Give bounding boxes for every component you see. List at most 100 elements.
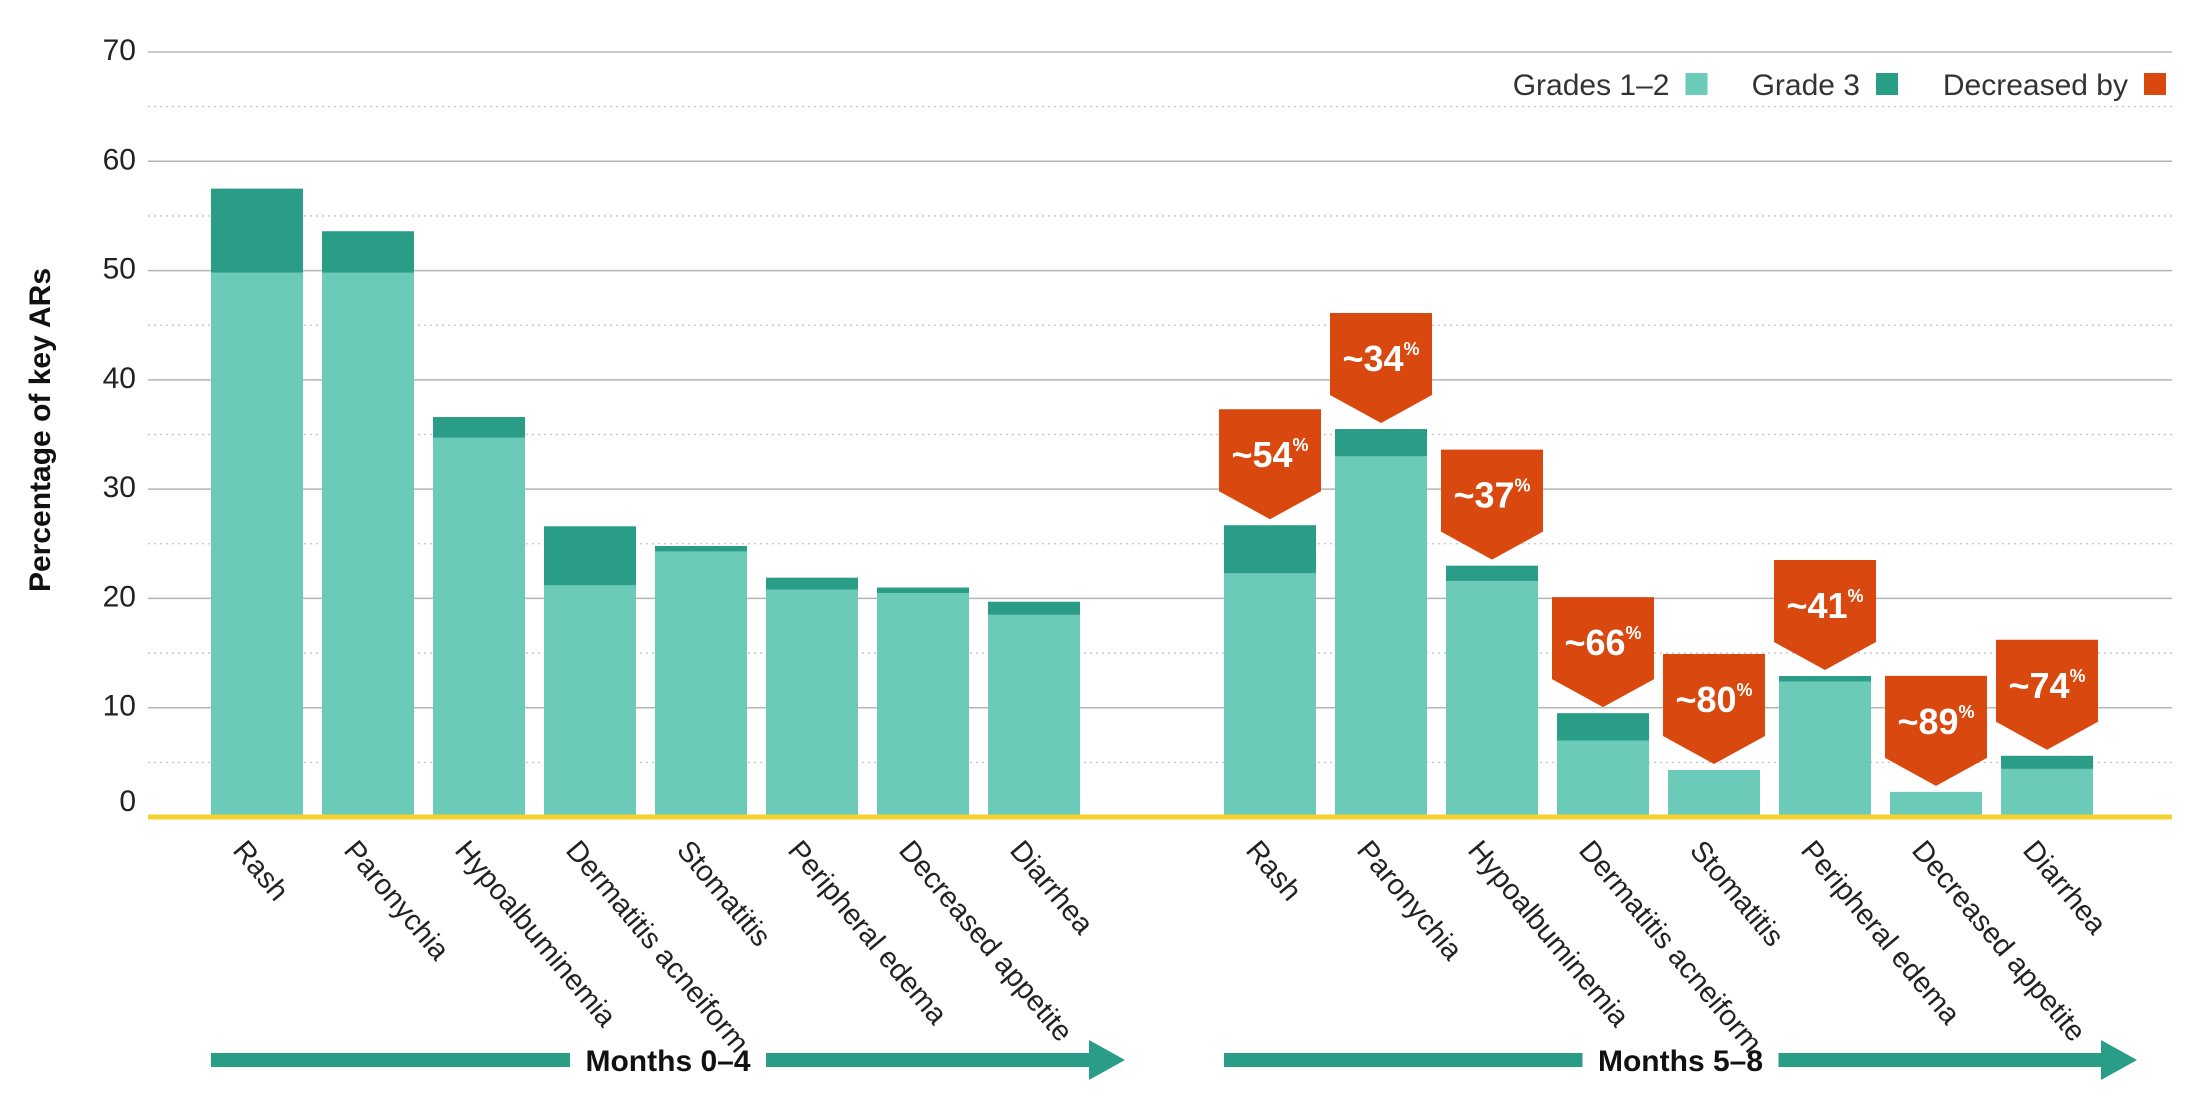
category-label: Rash: [1239, 835, 1307, 907]
decrease-badge: ~41%: [1774, 560, 1876, 671]
decrease-badge-shape: [1330, 313, 1432, 424]
decrease-badge-shape: [1441, 449, 1543, 560]
bar-grades-1-2: [1446, 580, 1538, 817]
bar-grades-1-2: [766, 589, 858, 817]
bar-grade-3: [211, 188, 303, 273]
bar-grade-3: [655, 545, 747, 552]
category-labels: Rash ParonychiaHypoalbuminemiaDermatitis …: [226, 835, 2113, 1059]
decrease-badge-label: ~74%: [2008, 665, 2085, 706]
decrease-badge: ~54%: [1219, 409, 1321, 520]
legend-swatch: [2144, 73, 2166, 95]
y-tick-label: 70: [103, 34, 136, 67]
decrease-badge-label: ~41%: [1786, 585, 1863, 626]
decrease-badge-shape: [1996, 639, 2098, 750]
decrease-badge: ~89%: [1885, 675, 1987, 786]
arrow-shaft-left: [211, 1053, 570, 1067]
bar-grades-1-2: [2001, 768, 2093, 817]
bar-grades-1-2: [988, 614, 1080, 817]
bar-grade-3: [433, 417, 525, 438]
decrease-value: ~41: [1786, 585, 1847, 626]
bar-grade-3: [988, 601, 1080, 615]
y-axis-label: Percentage of key ARs: [24, 268, 57, 592]
y-tick-label: 40: [103, 362, 136, 395]
decrease-unit: %: [1737, 680, 1753, 700]
category-label: Dermatitis acneiform: [559, 835, 754, 1059]
category-label: Diarrhea: [1003, 835, 1100, 941]
legend-swatch: [1685, 73, 1708, 95]
decrease-badge: ~66%: [1552, 597, 1654, 708]
arrow-head: [1089, 1040, 1125, 1080]
y-tick-label: 60: [103, 143, 136, 176]
y-tick-label: 10: [103, 690, 136, 723]
category-label: Paronychia: [1350, 835, 1468, 967]
y-tick-label: 50: [103, 253, 136, 286]
decrease-value: ~54: [1231, 434, 1292, 475]
decrease-badge-label: ~89%: [1897, 701, 1974, 742]
legend-item: Decreased by: [1943, 69, 2166, 102]
decrease-unit: %: [1626, 623, 1642, 643]
decrease-value: ~80: [1675, 679, 1736, 720]
bar-grades-1-2: [1557, 740, 1649, 817]
legend: Grades 1–2 Grade 3 Decreased by: [1513, 69, 2166, 102]
bar-grade-3: [1779, 676, 1871, 682]
bar-grade-3: [1557, 713, 1649, 741]
decrease-unit: %: [1959, 702, 1975, 722]
legend-swatch: [1876, 73, 1898, 95]
bar-grade-3: [1446, 565, 1538, 581]
y-axis: 0 10 20 30 40 50 60 70: [103, 34, 136, 818]
category-label: Diarrhea: [2016, 835, 2113, 941]
bar-grade-3: [1335, 429, 1427, 457]
decrease-unit: %: [1848, 586, 1864, 606]
bar-grades-1-2: [322, 272, 414, 817]
bar-grade-3: [2001, 755, 2093, 769]
bar-grade-3: [766, 577, 858, 590]
bar-grades-1-2: [1779, 681, 1871, 817]
category-label: Stomatitis: [1683, 835, 1789, 953]
bars: [211, 188, 2093, 817]
bar-grade-3: [322, 231, 414, 273]
period-arrows: Months 0–4 Months 5–8: [211, 1040, 2137, 1080]
arrow-shaft-left: [1224, 1053, 1583, 1067]
decrease-value: ~89: [1897, 701, 1958, 742]
decrease-value: ~37: [1453, 475, 1514, 516]
legend-label: Decreased by: [1943, 69, 2128, 102]
category-label: Rash: [226, 835, 294, 907]
decrease-badge-shape: [1552, 597, 1654, 708]
category-label: Paronychia: [337, 835, 455, 967]
y-tick-label: 0: [119, 785, 136, 818]
arrow-head: [2101, 1040, 2137, 1080]
bar-grade-3: [877, 587, 969, 593]
y-tick-label: 30: [103, 471, 136, 504]
legend-item: Grades 1–2: [1513, 69, 1708, 102]
bar-grades-1-2: [877, 592, 969, 817]
period-label: Months 5–8: [1598, 1045, 1763, 1078]
decrease-value: ~74: [2008, 665, 2069, 706]
arrow-shaft-right: [766, 1053, 1091, 1067]
legend-label: Grades 1–2: [1513, 69, 1670, 102]
decrease-badge-label: ~66%: [1564, 622, 1641, 663]
decrease-value: ~34: [1342, 338, 1403, 379]
bar-grades-1-2: [1890, 791, 1982, 817]
category-label: Dermatitis acneiform: [1572, 835, 1767, 1059]
bar-grades-1-2: [655, 551, 747, 817]
decrease-value: ~66: [1564, 622, 1625, 663]
legend-label: Grade 3: [1752, 69, 1860, 102]
period-arrow: Months 5–8: [1224, 1040, 2137, 1080]
bar-grade-3: [1224, 525, 1316, 574]
legend-item: Grade 3: [1752, 69, 1898, 102]
decrease-badge-shape: [1663, 654, 1765, 765]
decrease-badges: ~54%~34%~37%~66%~80%~41%~89%~74%: [1219, 313, 2098, 786]
bar-grades-1-2: [211, 272, 303, 817]
decrease-badge-label: ~80%: [1675, 679, 1752, 720]
period-arrow: Months 0–4: [211, 1040, 1125, 1080]
y-tick-label: 20: [103, 580, 136, 613]
decrease-unit: %: [2070, 666, 2086, 686]
decrease-badge: ~80%: [1663, 654, 1765, 765]
bar-grades-1-2: [1224, 573, 1316, 817]
category-label: Stomatitis: [670, 835, 776, 953]
decrease-badge: ~37%: [1441, 449, 1543, 560]
decrease-badge: ~34%: [1330, 313, 1432, 424]
decrease-unit: %: [1293, 435, 1309, 455]
decrease-badge-label: ~54%: [1231, 434, 1308, 475]
